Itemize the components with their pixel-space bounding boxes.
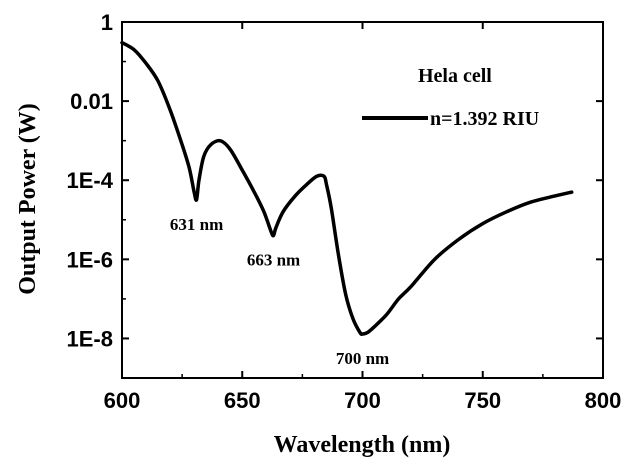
annotation-layer: 631 nm 663 nm 700 nm [170, 215, 389, 368]
y-tick-label: 1E-6 [67, 247, 113, 272]
y-axis-title: Output Power (W) [15, 103, 41, 295]
y-axis-ticks: 1 0.01 1E-4 1E-6 1E-8 [67, 10, 603, 379]
x-axis-title: Wavelength (nm) [274, 432, 451, 458]
y-tick-label: 1E-4 [67, 168, 114, 193]
legend-entry-label: n=1.392 RIU [430, 108, 539, 130]
x-tick-label: 750 [464, 388, 501, 413]
x-tick-label: 650 [224, 388, 261, 413]
annotation-label: 663 nm [247, 251, 300, 270]
y-tick-label: 1 [101, 10, 113, 35]
annotation-label: 631 nm [170, 215, 223, 234]
x-axis-ticks: 600 650 700 750 800 [104, 22, 622, 413]
x-tick-label: 700 [344, 388, 381, 413]
series-line-0 [120, 40, 574, 336]
legend: Hela cell n=1.392 RIU [362, 65, 539, 130]
series-layer [120, 40, 574, 336]
annotation-label: 700 nm [336, 349, 389, 368]
y-tick-label: 0.01 [70, 89, 113, 114]
legend-title: Hela cell [418, 65, 492, 87]
x-tick-label: 800 [585, 388, 622, 413]
x-tick-label: 600 [104, 388, 141, 413]
y-tick-label: 1E-8 [67, 326, 113, 351]
